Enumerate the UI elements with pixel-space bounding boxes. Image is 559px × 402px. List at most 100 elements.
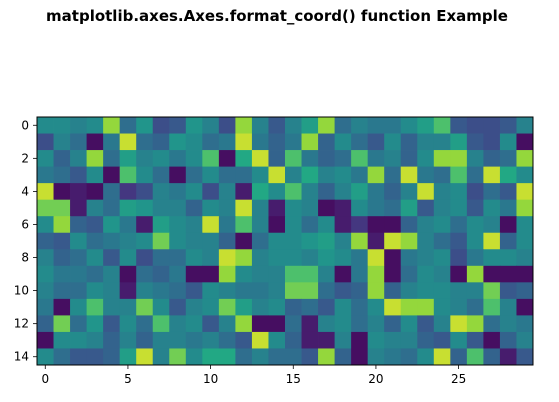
heatmap-cell	[450, 282, 468, 300]
heatmap-cell	[53, 331, 71, 349]
heatmap-cell	[301, 216, 319, 234]
heatmap-cell	[351, 348, 369, 366]
heatmap-cell	[367, 331, 385, 349]
heatmap-cell	[417, 133, 435, 151]
heatmap-cell	[268, 216, 286, 234]
heatmap-cell	[334, 183, 352, 201]
heatmap-cell	[53, 117, 71, 134]
heatmap-cell	[516, 216, 534, 234]
heatmap-cell	[218, 249, 236, 267]
heatmap-cell	[136, 150, 154, 167]
heatmap-cell	[417, 282, 435, 300]
heatmap-cell	[351, 265, 369, 283]
heatmap-cell	[53, 183, 71, 201]
heatmap-cell	[318, 133, 335, 151]
y-tick-label: 10	[14, 284, 29, 298]
heatmap-cell	[218, 282, 236, 300]
heatmap-cell	[251, 166, 269, 184]
heatmap-cell	[334, 331, 352, 349]
heatmap-cell	[499, 232, 517, 250]
heatmap-cell	[400, 331, 418, 349]
heatmap-cell	[318, 315, 335, 333]
heatmap-cell	[384, 348, 402, 366]
heatmap-cell	[53, 265, 71, 283]
heatmap-cell	[202, 315, 220, 333]
heatmap-cell	[483, 199, 501, 217]
heatmap-cell	[400, 315, 418, 333]
heatmap-cell	[417, 315, 435, 333]
heatmap-cell	[86, 183, 104, 201]
heatmap-cell	[136, 249, 154, 267]
heatmap-cell	[351, 166, 369, 184]
heatmap-cell	[268, 133, 286, 151]
heatmap-cell	[70, 331, 87, 349]
heatmap-cell	[53, 298, 71, 316]
heatmap-cell	[152, 183, 170, 201]
heatmap-cell	[417, 199, 435, 217]
heatmap-cell	[301, 249, 319, 267]
heatmap-cell	[119, 183, 137, 201]
heatmap-cell	[433, 298, 451, 316]
heatmap-cell	[318, 183, 335, 201]
heatmap-cell	[251, 150, 269, 167]
heatmap-cell	[103, 265, 121, 283]
heatmap-cell	[103, 282, 121, 300]
y-tick-label: 12	[14, 317, 29, 331]
heatmap-cell	[450, 166, 468, 184]
heatmap-cell	[37, 216, 54, 234]
heatmap-cell	[37, 232, 54, 250]
heatmap-cell	[384, 183, 402, 201]
heatmap-cell	[499, 183, 517, 201]
heatmap-cell	[268, 166, 286, 184]
heatmap-cell	[318, 265, 335, 283]
heatmap-cell	[367, 232, 385, 250]
heatmap-cell	[136, 133, 154, 151]
heatmap-cell	[70, 249, 87, 267]
heatmap-cell	[516, 133, 534, 151]
heatmap-cell	[351, 183, 369, 201]
y-tick-label: 8	[21, 251, 29, 265]
x-tick-label: 10	[203, 372, 218, 386]
heatmap-cell	[119, 216, 137, 234]
heatmap-cell	[483, 331, 501, 349]
heatmap-cell	[202, 232, 220, 250]
heatmap-cell	[516, 348, 534, 366]
heatmap-cell	[285, 216, 302, 234]
heatmap-cell	[218, 331, 236, 349]
heatmap-cell	[37, 282, 54, 300]
axes-frame	[36, 116, 534, 366]
heatmap-cell	[417, 150, 435, 167]
heatmap-cell	[351, 232, 369, 250]
heatmap-cell	[169, 331, 187, 349]
heatmap-cell	[185, 331, 203, 349]
heatmap-cell	[235, 315, 253, 333]
heatmap-cell	[367, 150, 385, 167]
heatmap-cell	[285, 282, 302, 300]
heatmap-cell	[400, 166, 418, 184]
heatmap-cell	[37, 249, 54, 267]
heatmap-cell	[37, 183, 54, 201]
y-tick-label: 14	[14, 350, 29, 364]
heatmap-cell	[499, 315, 517, 333]
heatmap-cell	[152, 199, 170, 217]
heatmap-cell	[417, 331, 435, 349]
heatmap-cell	[384, 282, 402, 300]
heatmap-cell	[367, 249, 385, 267]
heatmap-cell	[202, 117, 220, 134]
heatmap-cell	[37, 117, 54, 134]
heatmap-cell	[136, 265, 154, 283]
heatmap-cell	[351, 117, 369, 134]
heatmap-cell	[318, 166, 335, 184]
heatmap-cell	[499, 117, 517, 134]
heatmap-cell	[433, 315, 451, 333]
heatmap-cell	[103, 133, 121, 151]
heatmap-cell	[119, 265, 137, 283]
heatmap-cell	[318, 199, 335, 217]
heatmap-cell	[53, 166, 71, 184]
heatmap-cell	[301, 232, 319, 250]
heatmap-cell	[136, 331, 154, 349]
heatmap-cell	[400, 150, 418, 167]
heatmap-cell	[301, 150, 319, 167]
heatmap-cell	[417, 117, 435, 134]
heatmap-cell	[466, 348, 484, 366]
